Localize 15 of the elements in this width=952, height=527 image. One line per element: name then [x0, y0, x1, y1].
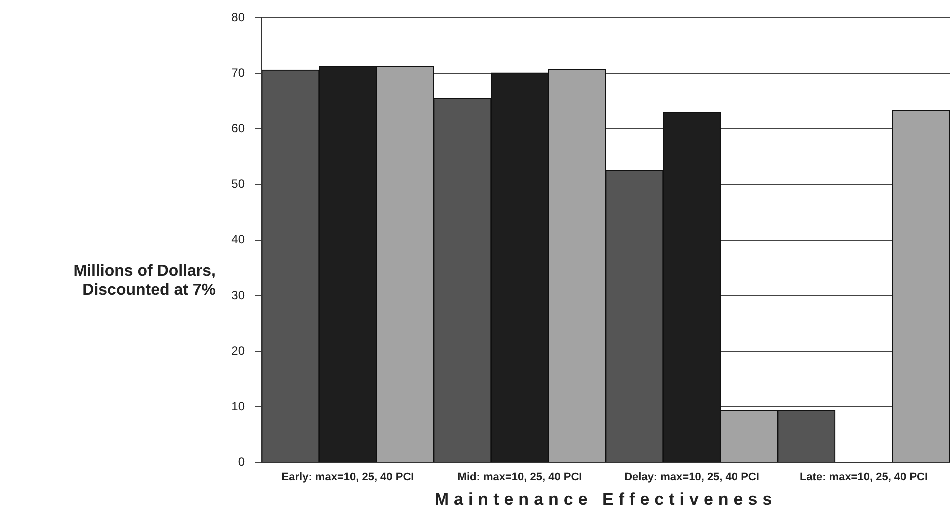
x-tick-label: Mid: max=10, 25, 40 PCI	[458, 471, 582, 484]
y-tick-label: 80	[232, 10, 246, 24]
y-tick-label: 0	[238, 455, 246, 470]
x-tick-label: Early: max=10, 25, 40 PCI	[282, 471, 414, 484]
x-tick-label: Delay: max=10, 25, 40 PCI	[624, 471, 760, 484]
y-tick-label: 30	[232, 288, 246, 302]
y-tick-label: 70	[232, 66, 246, 80]
y-tick-label: 50	[232, 177, 246, 192]
y-axis-title: Millions of Dollars, Discounted at 7%	[72, 262, 216, 300]
y-tick-label: 10	[232, 400, 246, 414]
y-tick-label: 20	[232, 344, 246, 358]
y-tick-label: 60	[232, 122, 246, 136]
y-tick-label: 40	[232, 232, 246, 247]
x-tick-label: Late: max=10, 25, 40 PCI	[800, 471, 928, 484]
x-axis-title: Maintenance Effectiveness	[434, 490, 778, 510]
